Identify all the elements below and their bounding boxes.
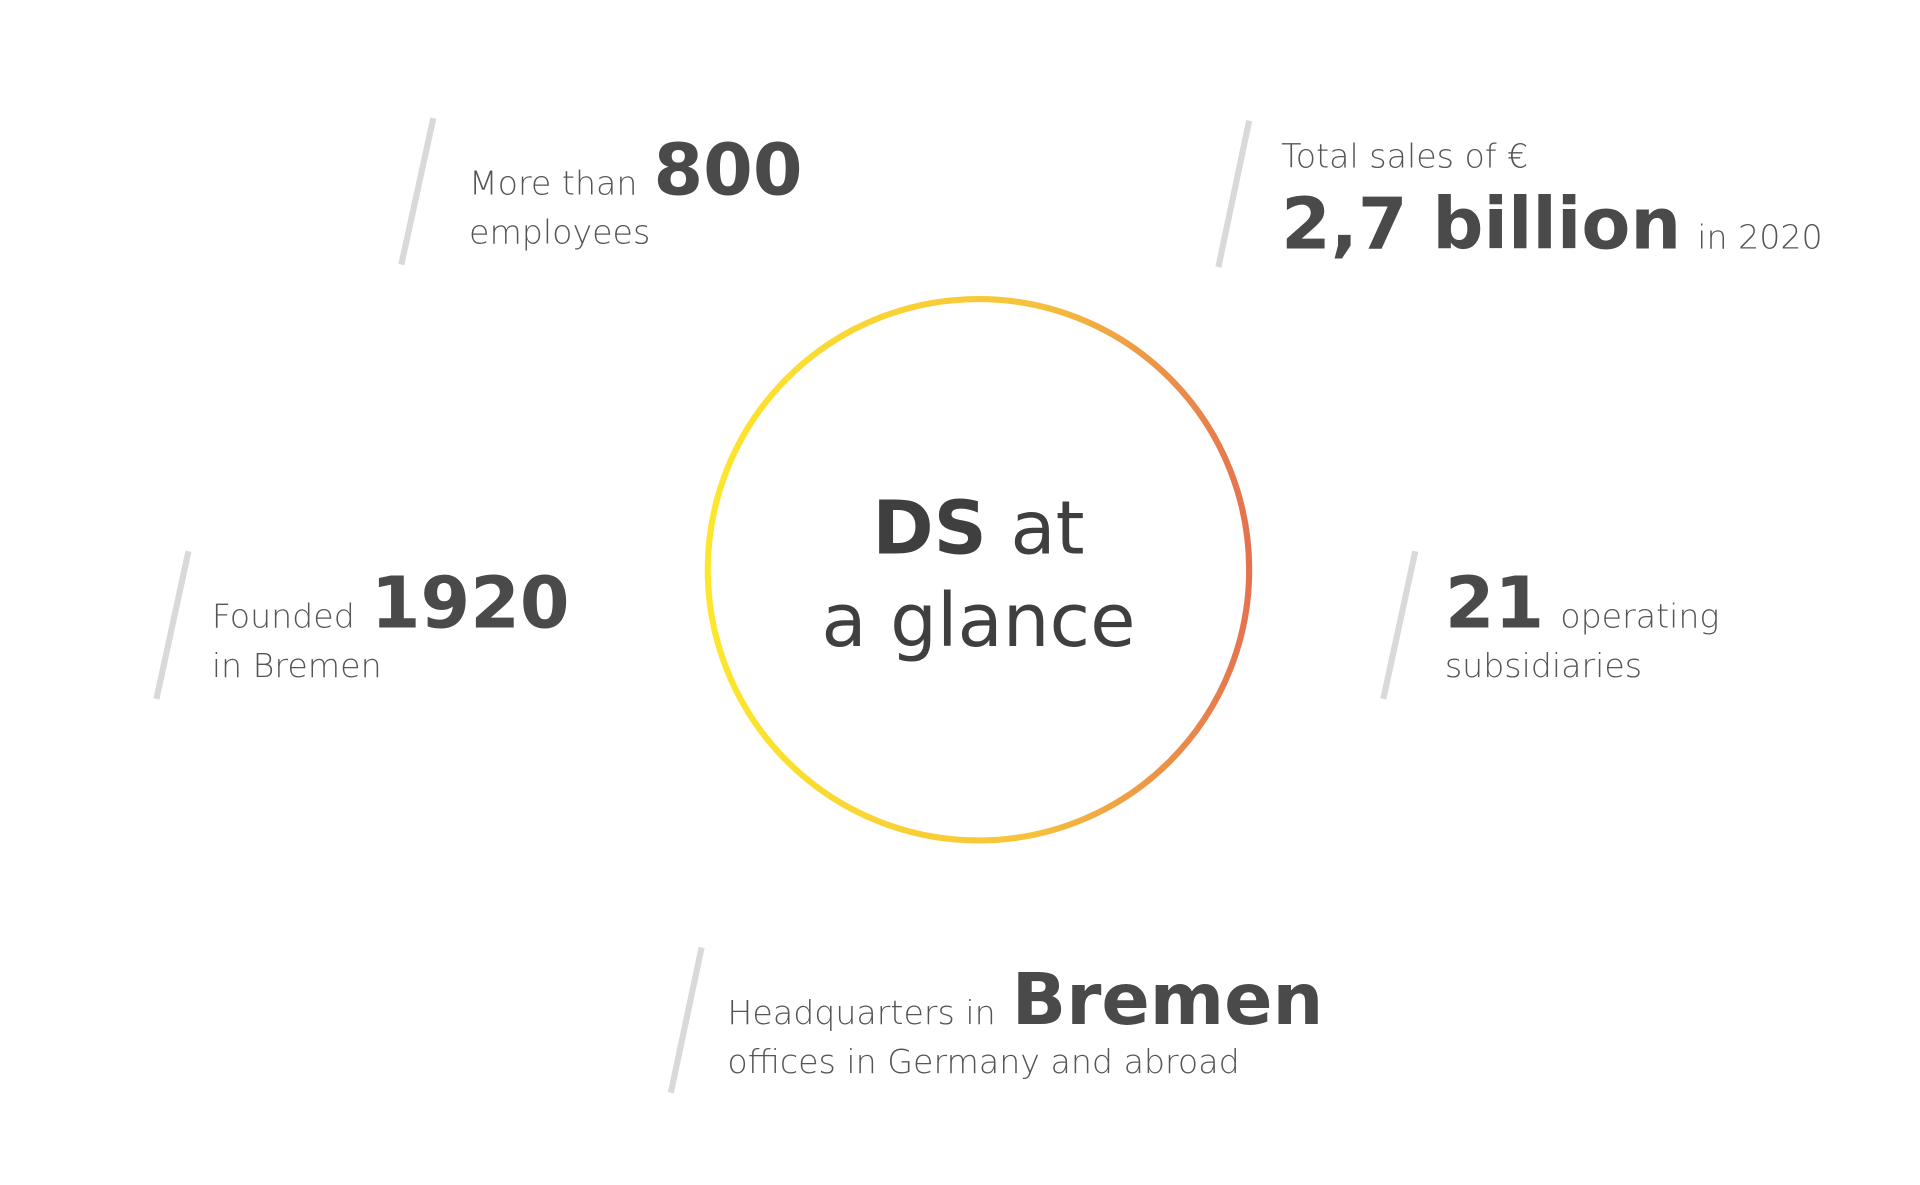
fact-pre: Founded [212,597,355,636]
fact-highlight: 2,7 billion [1281,183,1681,266]
center-rest: at [1010,486,1084,572]
fact-line2: in Bremen [212,646,382,685]
fact-line2: 2,7 billion in 2020 [1281,183,1823,266]
fact-highlight: 21 [1445,562,1544,645]
circle [704,295,1253,844]
slash [398,117,437,266]
fact-pre: More than [469,163,637,202]
center-line2: a glance [821,578,1135,664]
fact-pre: Total sales of € [1281,136,1528,175]
slash [667,946,705,1094]
fact-line2: offices in Germany and abroad [727,1042,1239,1081]
fact-line2: employees [469,213,650,252]
slash [153,550,192,700]
fact-highlight: 1920 [371,562,570,645]
center-title: DS at [872,486,1084,572]
fact-line1: More than 800 [469,128,802,211]
fact-highlight: Bremen [1012,958,1324,1041]
fact-line1: Headquarters in Bremen [727,958,1323,1041]
fact-line1: 21 operating [1445,562,1720,645]
fact-post: operating [1560,597,1719,636]
fact-highlight: 800 [654,128,803,211]
slash [1380,550,1419,700]
fact-line2: subsidiaries [1445,646,1642,685]
fact-post: in 2020 [1697,218,1822,257]
center-bold: DS [872,486,986,572]
fact-pre: Headquarters in [727,993,995,1032]
slash [1215,119,1253,268]
fact-line1: Founded 1920 [212,562,570,645]
